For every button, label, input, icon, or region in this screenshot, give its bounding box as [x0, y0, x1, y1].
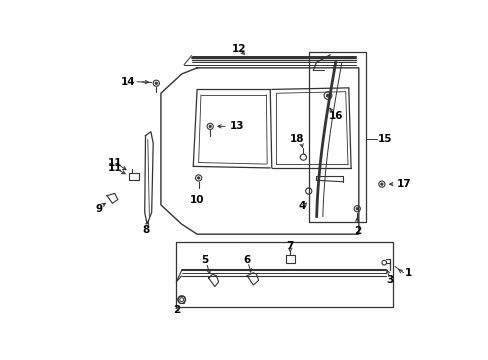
- Circle shape: [326, 94, 329, 97]
- Text: 1: 1: [404, 267, 411, 278]
- Text: 8: 8: [142, 221, 149, 235]
- Text: 6: 6: [243, 255, 250, 265]
- Bar: [285, 255, 294, 263]
- Text: 15: 15: [377, 134, 392, 144]
- Text: 7: 7: [285, 241, 293, 251]
- Text: 10: 10: [189, 195, 204, 205]
- Circle shape: [355, 208, 358, 210]
- Text: 17: 17: [396, 179, 411, 189]
- Text: 16: 16: [328, 111, 342, 121]
- Text: 3: 3: [385, 275, 392, 285]
- Text: 9: 9: [96, 204, 102, 214]
- Circle shape: [380, 183, 382, 185]
- Text: 11: 11: [107, 158, 122, 167]
- Circle shape: [197, 177, 200, 179]
- Circle shape: [208, 125, 211, 127]
- Text: 18: 18: [289, 134, 304, 144]
- Text: 11: 11: [107, 163, 122, 173]
- Text: 5: 5: [201, 255, 208, 265]
- Text: 2: 2: [172, 305, 180, 315]
- FancyBboxPatch shape: [128, 172, 138, 180]
- Text: 4: 4: [298, 202, 305, 211]
- Text: 2: 2: [353, 226, 360, 237]
- Text: 14: 14: [121, 77, 135, 87]
- Text: 13: 13: [230, 121, 244, 131]
- Circle shape: [155, 82, 157, 84]
- Text: 12: 12: [232, 44, 246, 54]
